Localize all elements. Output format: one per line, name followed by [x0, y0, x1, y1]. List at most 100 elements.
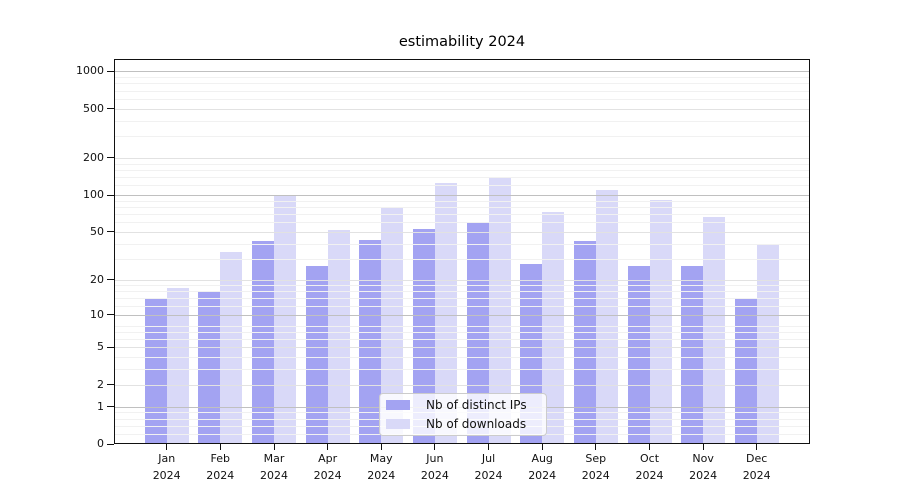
y-tick-label: 50 [90, 224, 104, 238]
x-tick-mark [434, 444, 436, 450]
y-tick-mark [107, 346, 114, 348]
bar-downloads-dec [756, 243, 779, 444]
x-tick-month: Aug [531, 452, 553, 465]
gridline-major [114, 314, 810, 316]
gridline-minor [114, 305, 810, 307]
bar-distinct-ips-oct [627, 266, 650, 444]
y-tick-label: 100 [83, 188, 104, 202]
x-tick-month: Jun [426, 452, 444, 465]
x-tick-label-jul: Jul 2024 [457, 451, 521, 484]
gridline-minor [114, 291, 810, 293]
y-tick-label: 0 [97, 437, 104, 450]
bar-downloads-apr [327, 229, 350, 444]
gridline-minor [114, 169, 810, 171]
x-tick-year: 2024 [367, 468, 396, 482]
y-tick-label: 2 [97, 377, 104, 391]
gridline-minor [114, 357, 810, 359]
x-tick-year: 2024 [689, 468, 718, 482]
x-tick-mark [488, 444, 489, 450]
x-tick-mark [702, 444, 704, 450]
bar-distinct-ips-jun [412, 228, 435, 444]
gridline-minor [114, 331, 810, 333]
x-tick-year: 2024 [313, 468, 342, 482]
bar-downloads-oct [649, 199, 672, 444]
gridline-minor [114, 369, 810, 371]
x-tick-month: Apr [318, 452, 338, 465]
y-tick-label: 10 [90, 307, 104, 321]
bar-distinct-ips-may [359, 239, 382, 444]
y-tick-mark [107, 194, 114, 196]
gridline-minor [114, 243, 810, 245]
gridline-sub [114, 384, 810, 386]
gridline-minor [114, 120, 810, 122]
y-tick-mark [107, 231, 114, 233]
x-tick-year: 2024 [742, 468, 771, 482]
x-tick-year: 2024 [635, 468, 664, 482]
y-tick-mark [107, 406, 114, 408]
gridline-minor [114, 339, 810, 340]
y-tick-mark [107, 384, 114, 386]
gridline-minor [114, 185, 810, 187]
x-tick-mark [380, 444, 382, 450]
gridline-minor [114, 83, 810, 85]
gridline-sub [114, 231, 810, 233]
bar-distinct-ips-sep [573, 241, 596, 444]
y-tick-label: 5 [97, 340, 104, 354]
gridline-minor [114, 90, 810, 92]
gridline-minor [114, 207, 810, 208]
bar-downloads-aug [542, 211, 565, 444]
x-tick-year: 2024 [206, 468, 235, 482]
gridline-sub [114, 347, 810, 349]
x-tick-year: 2024 [420, 468, 449, 482]
x-tick-year: 2024 [152, 468, 181, 482]
x-tick-year: 2024 [474, 468, 503, 482]
x-tick-month: Sep [585, 452, 607, 465]
gridline-minor [114, 98, 810, 100]
x-tick-month: Dec [746, 452, 768, 465]
gridline-minor [114, 222, 810, 224]
x-tick-label-jan: Jan 2024 [135, 451, 199, 484]
gridline-major [114, 71, 810, 73]
plot-area [114, 59, 810, 444]
x-tick-month: Nov [692, 452, 714, 465]
bar-distinct-ips-mar [252, 241, 274, 444]
x-tick-mark [541, 444, 543, 450]
x-tick-label-nov: Nov 2024 [671, 451, 735, 484]
x-tick-month: Feb [210, 452, 231, 465]
gridline-minor [114, 214, 810, 216]
x-tick-month: May [369, 452, 393, 465]
x-tick-month: Jul [481, 452, 496, 465]
x-tick-label-sep: Sep 2024 [564, 451, 628, 484]
x-tick-label-dec: Dec 2024 [725, 451, 789, 484]
y-tick-mark [107, 70, 114, 72]
y-tick-label: 500 [83, 101, 104, 115]
y-tick-label: 1000 [76, 64, 104, 78]
gridline-minor [114, 177, 810, 179]
gridline-sub [114, 279, 810, 281]
x-tick-label-may: May 2024 [349, 451, 413, 484]
legend-label-distinct-ips: Nb of distinct IPs [426, 397, 527, 412]
y-tick-mark [107, 279, 114, 281]
legend-item-downloads: Nb of downloads [386, 417, 546, 432]
legend-swatch-downloads [386, 419, 410, 429]
bar-downloads-nov [703, 217, 726, 444]
x-tick-label-oct: Oct 2024 [618, 451, 682, 484]
x-tick-label-apr: Apr 2024 [296, 451, 360, 484]
legend-swatch-distinct-ips [386, 400, 410, 410]
x-tick-label-mar: Mar 2024 [242, 451, 306, 484]
legend-label-downloads: Nb of downloads [426, 416, 527, 431]
gridline-minor [114, 285, 810, 287]
x-tick-mark [649, 444, 650, 450]
y-tick-mark [107, 108, 114, 110]
gridline-minor [114, 77, 810, 78]
y-tick-label: 20 [90, 272, 104, 286]
bar-downloads-sep [595, 190, 618, 444]
y-tick-mark [107, 314, 114, 316]
x-tick-mark [756, 444, 758, 450]
y-tick-mark [107, 443, 114, 445]
legend-item-distinct-ips: Nb of distinct IPs [386, 398, 546, 413]
bar-distinct-ips-jan [144, 297, 167, 444]
y-tick-label: 1 [97, 399, 104, 413]
x-tick-mark [166, 444, 168, 450]
x-tick-month: Mar [263, 452, 285, 465]
